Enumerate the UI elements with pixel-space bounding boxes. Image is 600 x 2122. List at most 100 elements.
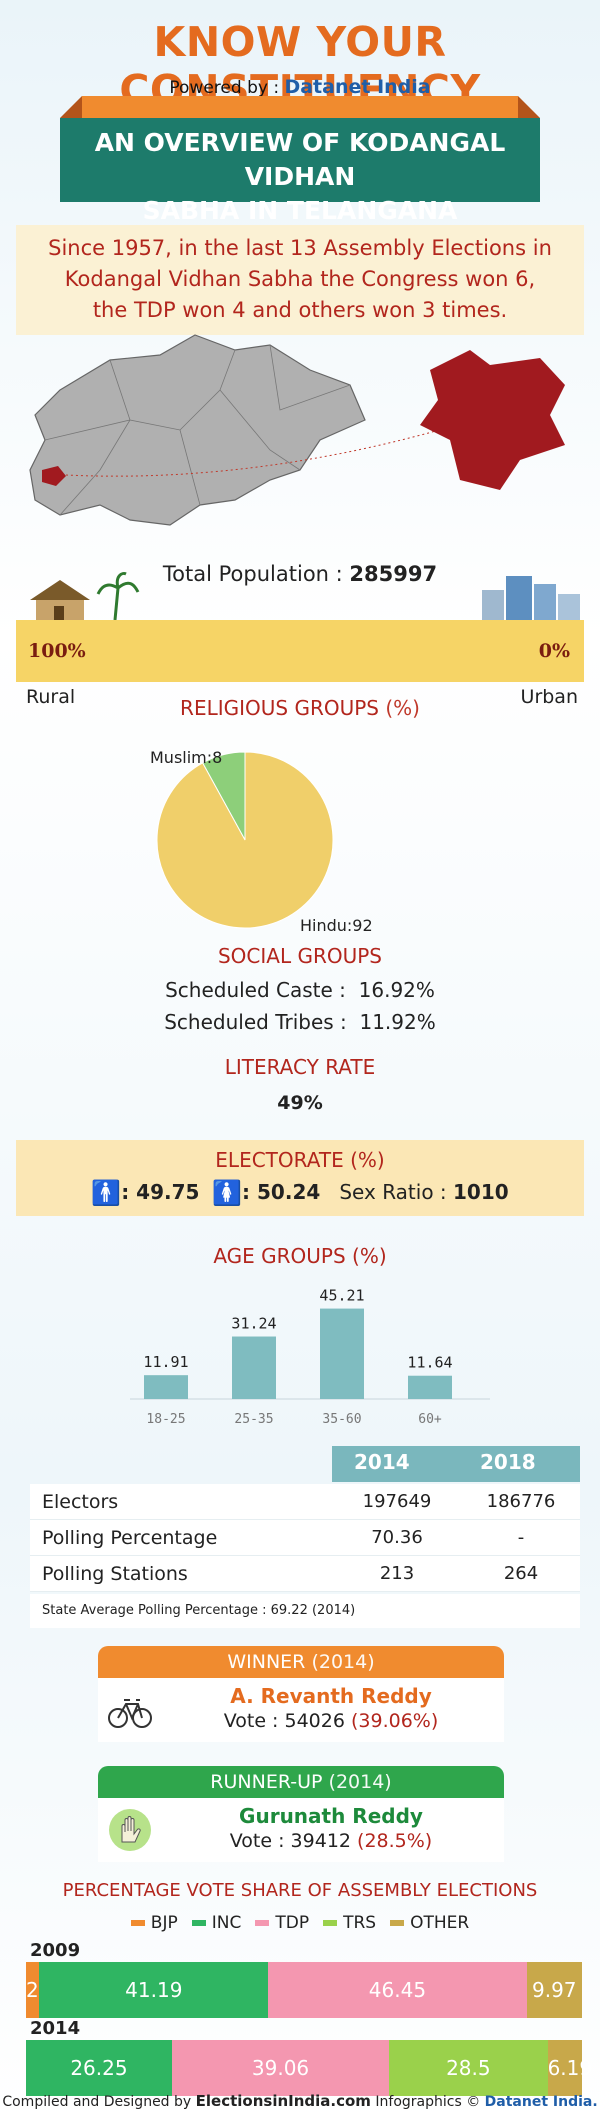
pointer-line bbox=[65, 426, 451, 477]
table-row: Electors 197649 186776 bbox=[30, 1484, 580, 1520]
scheduled-caste: Scheduled Caste : 16.92% bbox=[0, 978, 600, 1002]
urban-label: Urban bbox=[520, 686, 578, 708]
age-title-text: AGE GROUPS bbox=[213, 1244, 346, 1268]
religious-unit: (%) bbox=[385, 696, 420, 720]
vote-segment-bjp-2009: 2.39 bbox=[26, 1962, 71, 2018]
legend-item-other: OTHER bbox=[390, 1913, 469, 1933]
scheduled-tribes: Scheduled Tribes : 11.92% bbox=[0, 1010, 600, 1034]
age-category-label: 25-35 bbox=[234, 1412, 273, 1427]
footer-prefix: Compiled and Designed by bbox=[2, 2094, 196, 2110]
st-value: 11.92% bbox=[359, 1010, 436, 1034]
page-title: KNOW YOUR CONSTITUENCY bbox=[119, 18, 481, 114]
telangana-map-icon bbox=[29, 334, 366, 526]
legend-swatch bbox=[130, 1920, 145, 1926]
intro-line-2: Kodangal Vidhan Sabha the Congress won 6… bbox=[64, 267, 536, 291]
year-label-2009: 2009 bbox=[30, 1940, 81, 1961]
sex-ratio-value: 1010 bbox=[453, 1180, 509, 1204]
age-value-label: 45.21 bbox=[319, 1287, 364, 1305]
legend-label: OTHER bbox=[410, 1913, 470, 1933]
banner-line-1: AN OVERVIEW OF KODANGAL VIDHAN bbox=[94, 128, 506, 191]
age-value-label: 11.91 bbox=[143, 1353, 188, 1371]
ribbon-fold-left bbox=[60, 96, 82, 118]
electorate-unit: (%) bbox=[350, 1148, 385, 1172]
polling-pct-2018: - bbox=[517, 1527, 525, 1548]
legend-swatch bbox=[255, 1920, 270, 1926]
sc-value: 16.92% bbox=[358, 978, 435, 1002]
winner-vote-count: Vote : 54026 bbox=[223, 1710, 351, 1732]
vote-segment-other-2009: 9.97 bbox=[526, 1962, 582, 2018]
vote-segment-tdp-2014: 39.06 bbox=[171, 2040, 390, 2096]
pie-label-muslim: Muslim:8 bbox=[150, 748, 222, 767]
age-category-label: 18-25 bbox=[146, 1412, 185, 1427]
religious-title: RELIGIOUS GROUPS (%) bbox=[0, 696, 600, 720]
age-value-label: 31.24 bbox=[231, 1315, 276, 1333]
overview-banner: AN OVERVIEW OF KODANGAL VIDHAN SABHA IN … bbox=[60, 118, 540, 225]
legend-item-bjp: BJP bbox=[130, 1913, 178, 1933]
social-title: SOCIAL GROUPS bbox=[217, 944, 382, 968]
table-header: 2014 2018 bbox=[332, 1446, 580, 1482]
table-row: Polling Stations 213 264 bbox=[30, 1556, 580, 1592]
footer-brand: Datanet India. bbox=[484, 2094, 598, 2110]
runner-vote-pct: (28.5%) bbox=[357, 1830, 433, 1852]
electorate-panel: ELECTORATE (%) 🚹: 49.75 🚺: 50.24 Sex Rat… bbox=[16, 1140, 584, 1216]
vote-segment-trs-2014: 28.5 bbox=[389, 2040, 548, 2096]
table-row: Polling Percentage 70.36 - bbox=[30, 1520, 580, 1556]
district-lines bbox=[44, 344, 351, 516]
age-category-label: 60+ bbox=[418, 1412, 442, 1427]
female-share: : 50.24 bbox=[242, 1180, 321, 1204]
legend-item-inc: INC bbox=[191, 1913, 241, 1933]
winner-vote-pct: (39.06%) bbox=[350, 1710, 439, 1732]
runner-name: Gurunath Reddy bbox=[239, 1804, 423, 1828]
runner-title: RUNNER-UP (2014) bbox=[98, 1766, 504, 1798]
intro-line-3: the TDP won 4 and others won 3 times. bbox=[92, 298, 508, 322]
male-icon: 🚹 bbox=[91, 1179, 122, 1207]
age-value-label: 11.64 bbox=[407, 1354, 452, 1372]
age-bar-35-60 bbox=[320, 1308, 364, 1399]
electors-2014: 197649 bbox=[362, 1491, 432, 1512]
female-icon: 🚺 bbox=[212, 1179, 243, 1207]
winner-year: (2014) bbox=[311, 1651, 375, 1673]
vote-segment-other-2014: 6.19 bbox=[547, 2040, 592, 2096]
electorate-title-text: ELECTORATE bbox=[215, 1148, 344, 1172]
runner-year: (2014) bbox=[328, 1771, 392, 1793]
legend-label: TRS bbox=[343, 1913, 377, 1933]
powered-prefix: Powered by : bbox=[169, 78, 285, 98]
row-label-polling-stations: Polling Stations bbox=[42, 1563, 188, 1585]
polling-stations-2018: 264 bbox=[503, 1563, 539, 1584]
polling-stations-2014: 213 bbox=[379, 1563, 415, 1584]
vote-segment-inc-2014: 26.25 bbox=[26, 2040, 172, 2096]
year-label-2014: 2014 bbox=[30, 2018, 81, 2039]
runner-up-card: RUNNER-UP (2014) Gurunath Reddy Vote : 3… bbox=[98, 1766, 504, 1862]
hand-icon bbox=[109, 1809, 151, 1851]
footer-site: ElectionsinIndia.com bbox=[196, 2092, 371, 2110]
winner-body: A. Revanth Reddy Vote : 54026 (39.06%) bbox=[98, 1678, 504, 1742]
kodangal-highlight-small bbox=[42, 466, 66, 486]
age-bar-60+ bbox=[408, 1375, 452, 1399]
polling-pct-2014: 70.36 bbox=[371, 1527, 423, 1548]
rural-label: Rural bbox=[26, 686, 76, 708]
pie-label-hindu: Hindu:92 bbox=[300, 916, 373, 935]
vote-share-bar-2014: 26.25 39.06 28.5 6.19 bbox=[26, 2040, 592, 2096]
vote-segment-inc-2009: 41.19 bbox=[39, 1962, 269, 2018]
male-share: : 49.75 bbox=[121, 1180, 200, 1204]
vote-share-legend: BJP INC TDP TRS OTHER bbox=[0, 1913, 600, 1933]
electors-2018: 186776 bbox=[486, 1491, 556, 1512]
footer-credit: Compiled and Designed by ElectionsinIndi… bbox=[0, 2092, 600, 2110]
electorate-title: ELECTORATE (%) bbox=[16, 1148, 584, 1172]
population-label: Total Population : bbox=[162, 562, 350, 586]
col-2014: 2014 bbox=[354, 1450, 410, 1474]
rural-percent: 100% bbox=[28, 640, 86, 662]
vote-share-title: PERCENTAGE VOTE SHARE OF ASSEMBLY ELECTI… bbox=[62, 1880, 538, 1901]
footer-site-tld: .com bbox=[330, 2092, 371, 2110]
winner-title: WINNER (2014) bbox=[98, 1646, 504, 1678]
intro-text: Since 1957, in the last 13 Assembly Elec… bbox=[16, 225, 584, 335]
bicycle-icon bbox=[108, 1699, 152, 1728]
electorate-values: 🚹: 49.75 🚺: 50.24 Sex Ratio : 1010 bbox=[16, 1179, 584, 1207]
runner-vote-count: Vote : 39412 bbox=[229, 1830, 358, 1852]
city-buildings-icon bbox=[482, 576, 580, 620]
ribbon-fold-right bbox=[518, 96, 540, 118]
winner-card: WINNER (2014) A. Revanth Reddy Vote : 54… bbox=[98, 1646, 504, 1742]
banner-ribbon bbox=[82, 96, 518, 118]
